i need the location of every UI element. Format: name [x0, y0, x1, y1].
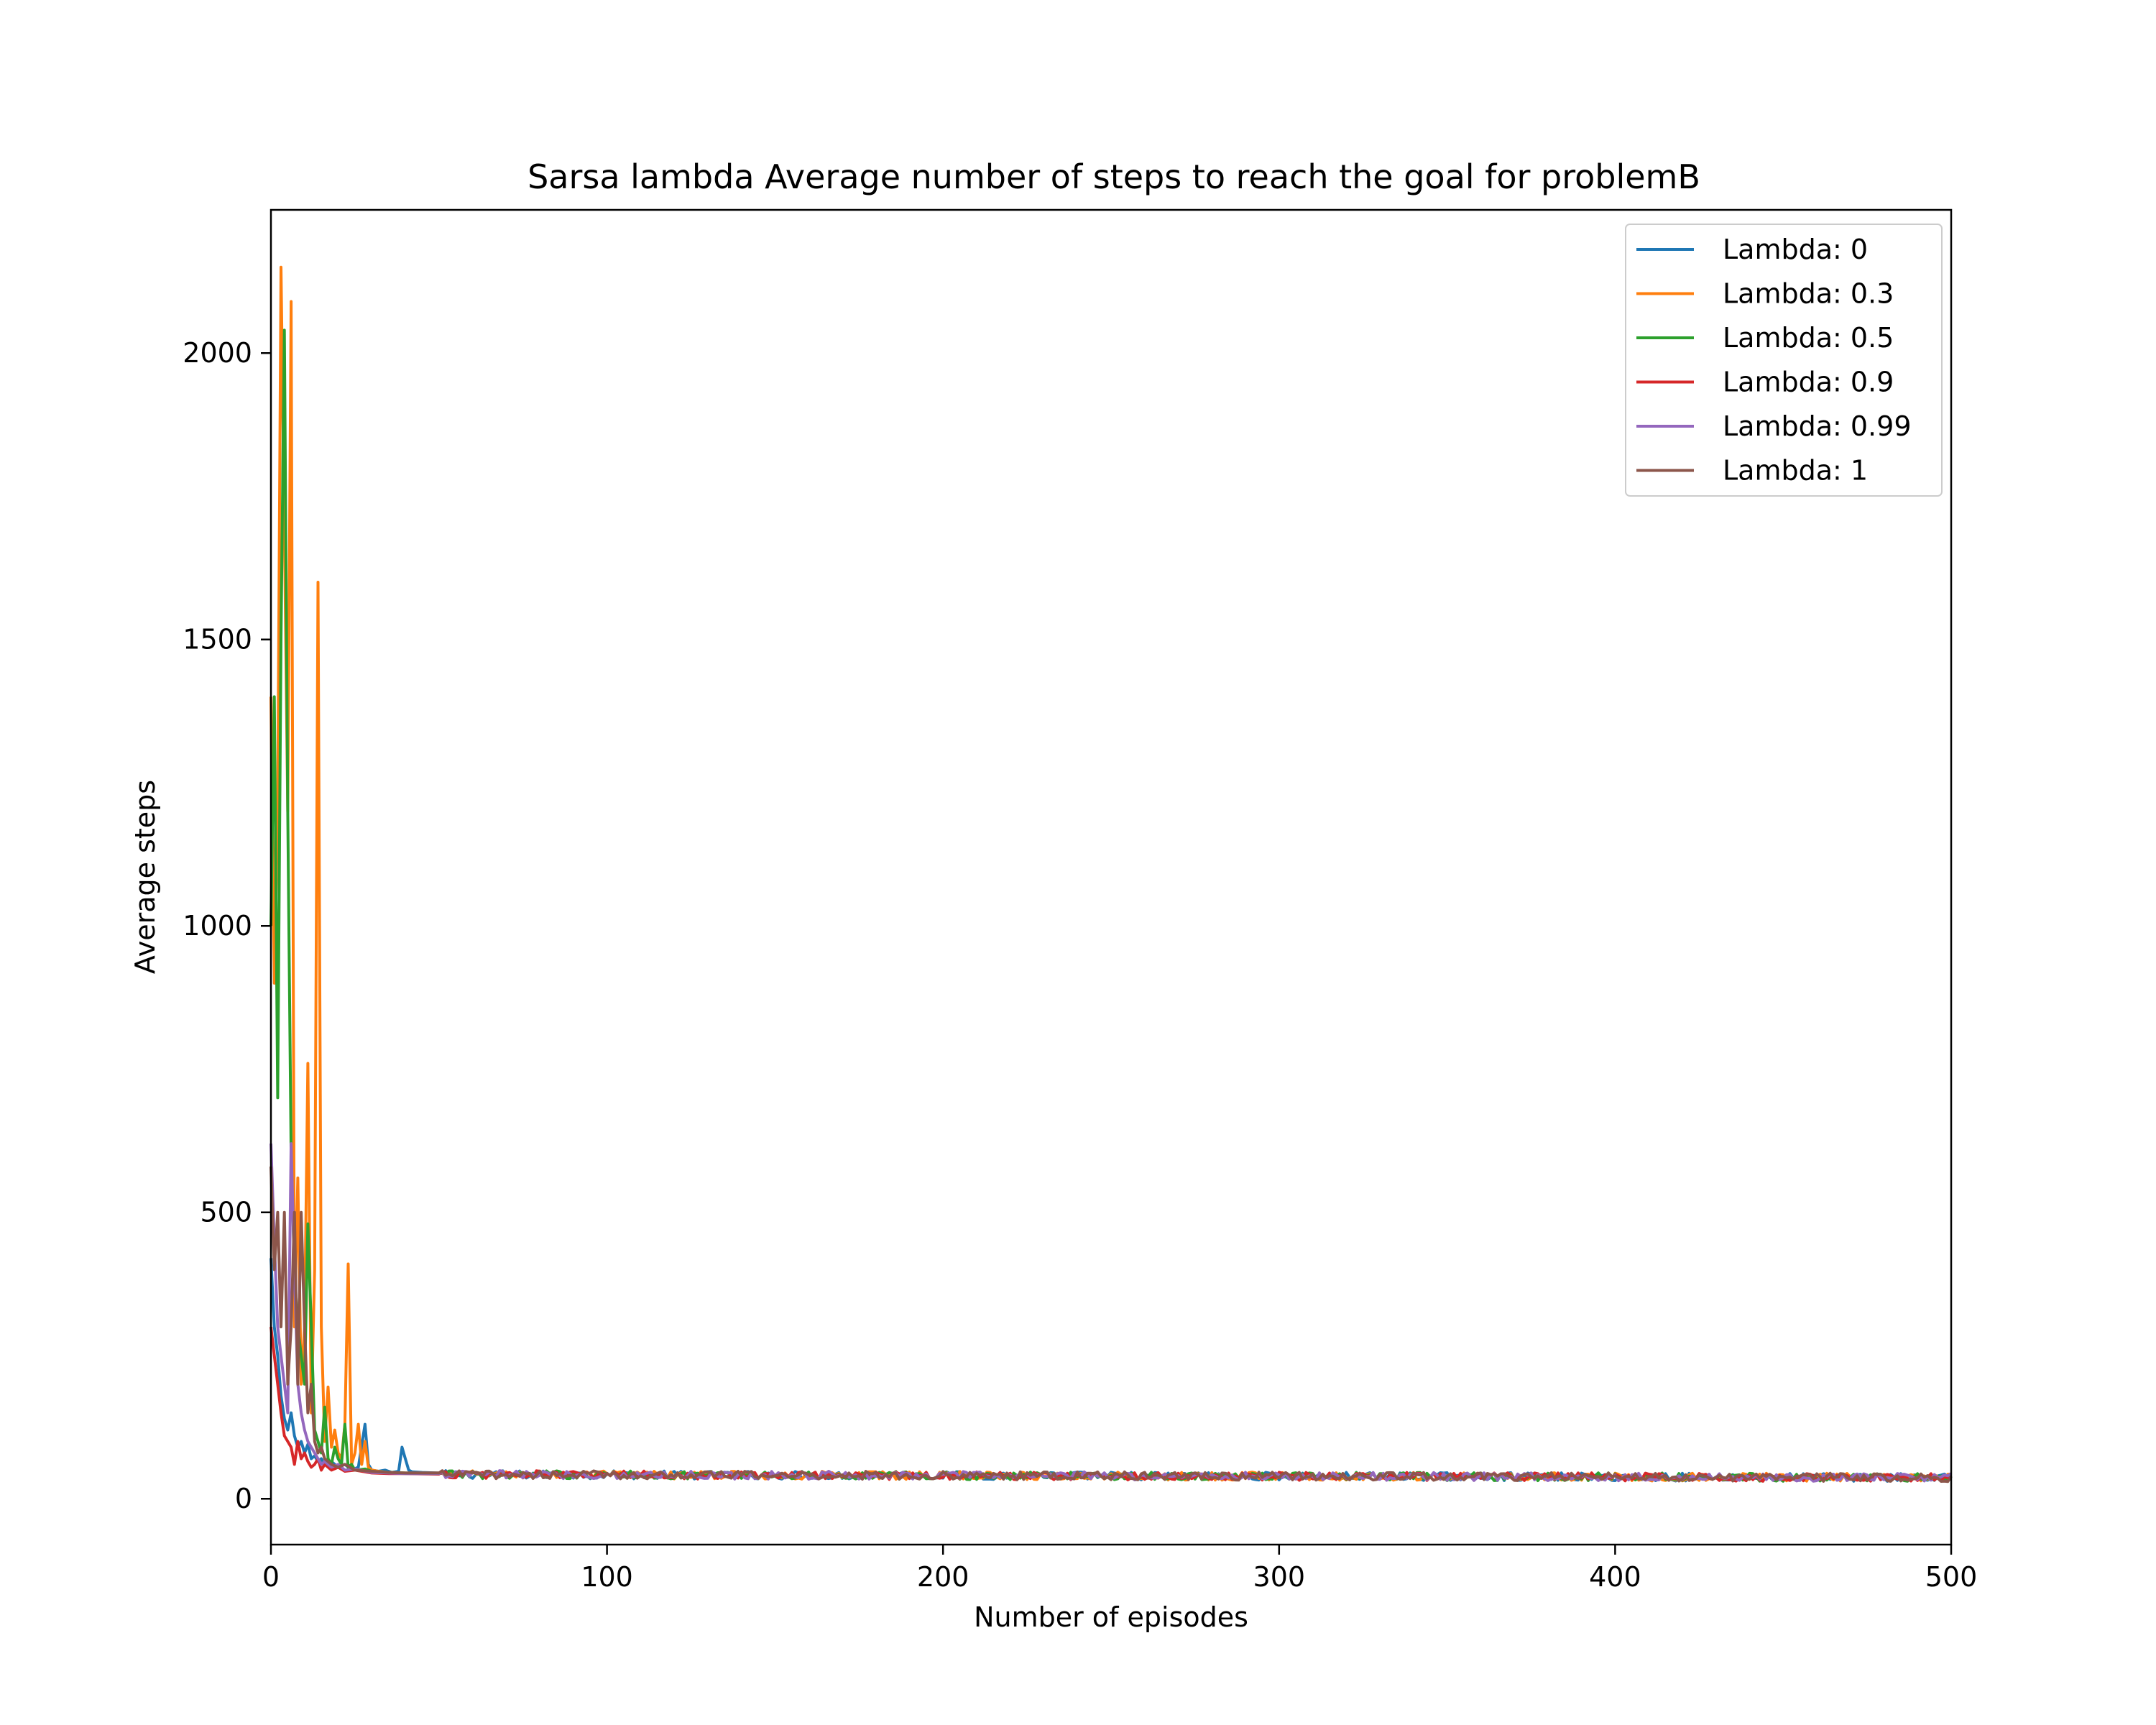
- y-axis: 0 500 1000 1500 2000: [183, 337, 271, 1514]
- x-tick-label: 300: [1253, 1561, 1306, 1593]
- x-tick-label: 400: [1589, 1561, 1641, 1593]
- legend-label: Lambda: 0.99: [1723, 410, 1912, 442]
- y-tick-label: 500: [200, 1197, 252, 1228]
- legend-label: Lambda: 1: [1723, 455, 1868, 487]
- legend-label: Lambda: 0.3: [1723, 278, 1894, 310]
- legend-label: Lambda: 0: [1723, 234, 1868, 265]
- series-line-5: [270, 1166, 1953, 1484]
- x-tick-label: 0: [262, 1561, 280, 1593]
- y-tick-label: 2000: [183, 337, 252, 369]
- legend-label: Lambda: 0.5: [1723, 322, 1894, 354]
- x-axis: 0 100 200 300 400 500: [262, 1545, 1977, 1593]
- legend-box: [1625, 224, 1943, 497]
- y-tick-label: 0: [235, 1483, 252, 1514]
- x-tick-label: 100: [581, 1561, 633, 1593]
- y-axis-title: Average steps: [129, 780, 161, 974]
- x-axis-title: Number of episodes: [974, 1601, 1248, 1633]
- legend-label: Lambda: 0.9: [1723, 367, 1894, 398]
- y-tick-label: 1000: [183, 910, 252, 942]
- series-layer: [270, 265, 1953, 1484]
- plot-frame: [270, 208, 1953, 1546]
- legend: Lambda: 0 Lambda: 0.3 Lambda: 0.5 Lambda: 0…: [1625, 224, 1943, 497]
- y-tick-label: 1500: [183, 624, 252, 656]
- x-tick-label: 500: [1925, 1561, 1978, 1593]
- x-tick-label: 200: [917, 1561, 969, 1593]
- chart-title: Sarsa lambda Average number of steps to …: [528, 157, 1700, 196]
